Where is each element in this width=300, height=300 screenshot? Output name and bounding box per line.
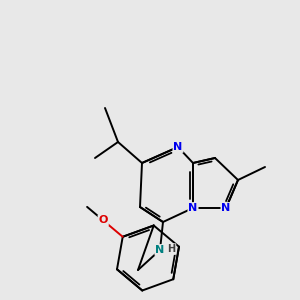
Text: O: O (98, 215, 108, 225)
Text: N: N (221, 203, 231, 213)
Text: N: N (173, 142, 183, 152)
Text: N: N (155, 245, 165, 255)
Text: H: H (167, 244, 175, 254)
Text: N: N (188, 203, 198, 213)
